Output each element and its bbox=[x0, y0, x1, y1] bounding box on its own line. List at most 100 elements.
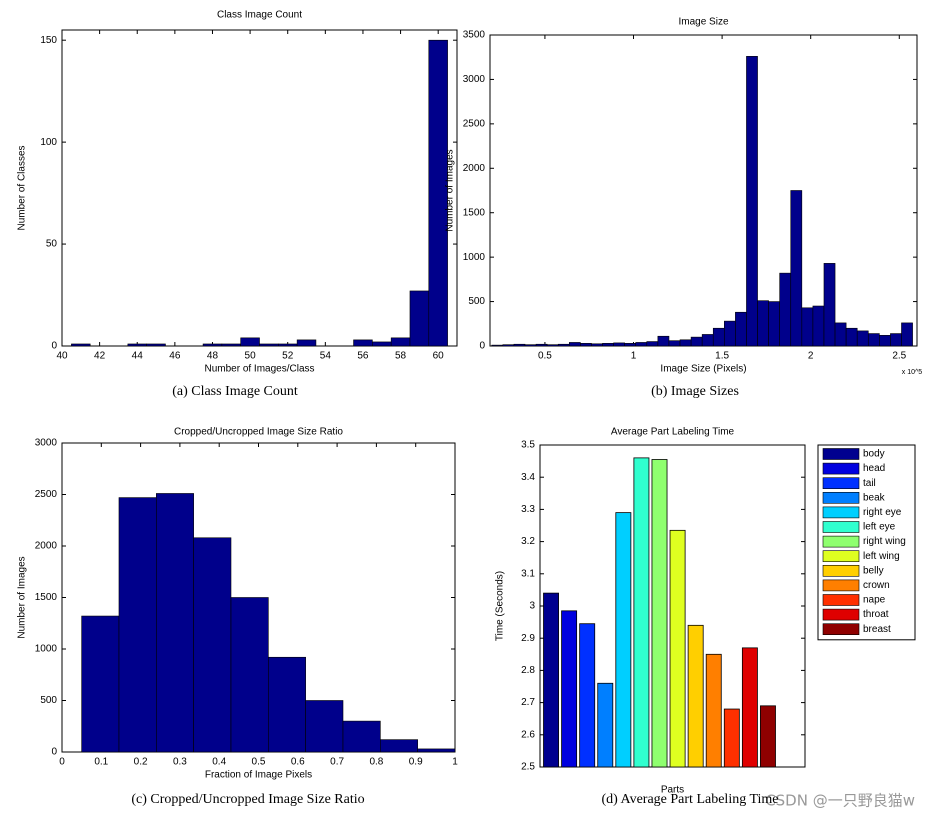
y-tick-label: 0 bbox=[51, 341, 57, 352]
x-axis-label: Image Size (Pixels) bbox=[660, 364, 746, 375]
x-tick-label: 52 bbox=[282, 351, 294, 362]
chart-title: Cropped/Uncropped Image Size Ratio bbox=[174, 427, 343, 438]
histogram-bar bbox=[118, 497, 157, 753]
y-tick-label: 50 bbox=[46, 239, 58, 250]
y-axis-label: Number of Classes bbox=[17, 145, 28, 230]
histogram-bar bbox=[417, 748, 456, 753]
histogram-bar bbox=[535, 343, 548, 347]
x-tick-label: 0.6 bbox=[291, 757, 305, 768]
histogram-bar bbox=[296, 339, 317, 347]
watermark: CSDN @一只野良猫w bbox=[765, 792, 915, 810]
legend-swatch bbox=[822, 506, 860, 519]
y-tick-label: 3.5 bbox=[521, 440, 535, 451]
x-tick-label: 0.7 bbox=[330, 757, 344, 768]
y-tick-label: 1500 bbox=[35, 592, 58, 603]
histogram-bar bbox=[712, 327, 725, 347]
histogram-bar bbox=[546, 344, 559, 347]
y-tick-label: 500 bbox=[40, 695, 57, 706]
histogram-bar bbox=[890, 333, 902, 347]
legend-label: throat bbox=[863, 609, 889, 620]
legend-label: belly bbox=[863, 565, 884, 576]
histogram-bar bbox=[568, 342, 581, 347]
histogram-bar bbox=[746, 56, 758, 347]
legend-label: breast bbox=[863, 624, 891, 635]
bar bbox=[579, 623, 596, 768]
histogram-bar bbox=[834, 322, 847, 347]
y-tick-label: 1000 bbox=[35, 644, 58, 655]
histogram-bar bbox=[278, 343, 298, 347]
plot-area bbox=[489, 34, 918, 347]
histogram-bar bbox=[624, 343, 637, 347]
x-tick-label: 0.3 bbox=[173, 757, 187, 768]
histogram-bar bbox=[856, 330, 869, 347]
bar bbox=[597, 682, 614, 768]
histogram-bar bbox=[823, 263, 836, 347]
y-tick-label: 2.8 bbox=[521, 665, 535, 676]
histogram-bar bbox=[901, 322, 913, 347]
legend-label: tail bbox=[863, 478, 876, 489]
y-axis-label: Number of Images bbox=[17, 556, 28, 638]
histogram-bar bbox=[259, 343, 279, 347]
x-tick-label: 1 bbox=[631, 351, 637, 362]
legend-swatch bbox=[822, 550, 860, 563]
histogram-bar bbox=[602, 343, 614, 347]
x-tick-label: 0.5 bbox=[252, 757, 266, 768]
histogram-bar bbox=[613, 342, 625, 347]
y-tick-label: 2500 bbox=[35, 489, 58, 500]
histogram-bar bbox=[879, 335, 891, 347]
histogram-bar bbox=[71, 343, 91, 347]
x-tick-label: 1.5 bbox=[715, 351, 729, 362]
histogram-bar bbox=[668, 340, 681, 347]
y-tick-label: 2.9 bbox=[521, 633, 535, 644]
histogram-bar bbox=[491, 344, 504, 347]
histogram-bar bbox=[779, 272, 792, 347]
histogram-bar bbox=[646, 341, 659, 347]
bar bbox=[687, 624, 704, 768]
histogram-bar bbox=[193, 537, 232, 753]
histogram-bar bbox=[202, 343, 223, 347]
legend-label: beak bbox=[863, 492, 886, 503]
y-tick-label: 3000 bbox=[35, 438, 58, 449]
y-axis-label: Number of Images bbox=[445, 149, 456, 231]
legend-swatch bbox=[822, 608, 860, 621]
bar bbox=[741, 647, 758, 768]
histogram-bar bbox=[812, 305, 825, 347]
y-tick-label: 2500 bbox=[463, 118, 486, 129]
x-tick-label: 60 bbox=[433, 351, 445, 362]
legend-swatch bbox=[822, 462, 860, 475]
legend-label: nape bbox=[863, 595, 886, 606]
bar bbox=[760, 705, 776, 768]
legend-label: crown bbox=[863, 580, 890, 591]
caption: (a) Class Image Count bbox=[172, 384, 298, 399]
bar bbox=[723, 708, 740, 768]
x-multiplier: x 10^5 bbox=[902, 369, 923, 376]
y-tick-label: 2.5 bbox=[521, 762, 535, 773]
legend-label: left wing bbox=[863, 551, 900, 562]
histogram-bar bbox=[380, 739, 418, 753]
chart-title: Image Size bbox=[678, 17, 728, 28]
histogram-bar bbox=[591, 343, 603, 347]
caption: (b) Image Sizes bbox=[651, 384, 739, 399]
histogram-bar bbox=[268, 656, 306, 753]
y-tick-label: 500 bbox=[468, 296, 485, 307]
histogram-bar bbox=[679, 339, 692, 347]
histogram-bar bbox=[428, 39, 448, 347]
histogram-bar bbox=[353, 339, 373, 347]
legend-label: left eye bbox=[863, 522, 896, 533]
x-tick-label: 44 bbox=[132, 351, 144, 362]
y-tick-label: 3.4 bbox=[521, 472, 535, 483]
histogram-bar bbox=[657, 335, 670, 347]
x-tick-label: 0.9 bbox=[409, 757, 423, 768]
histogram-bar bbox=[221, 343, 241, 347]
y-tick-label: 2.7 bbox=[521, 697, 535, 708]
legend-swatch bbox=[822, 535, 860, 548]
legend-swatch bbox=[822, 491, 860, 504]
x-tick-label: 56 bbox=[357, 351, 369, 362]
x-tick-label: 50 bbox=[245, 351, 257, 362]
x-tick-label: 40 bbox=[56, 351, 68, 362]
histogram-bar bbox=[845, 327, 858, 347]
histogram-bar bbox=[635, 342, 648, 347]
histogram-bar bbox=[724, 320, 736, 347]
y-tick-label: 150 bbox=[40, 35, 57, 46]
